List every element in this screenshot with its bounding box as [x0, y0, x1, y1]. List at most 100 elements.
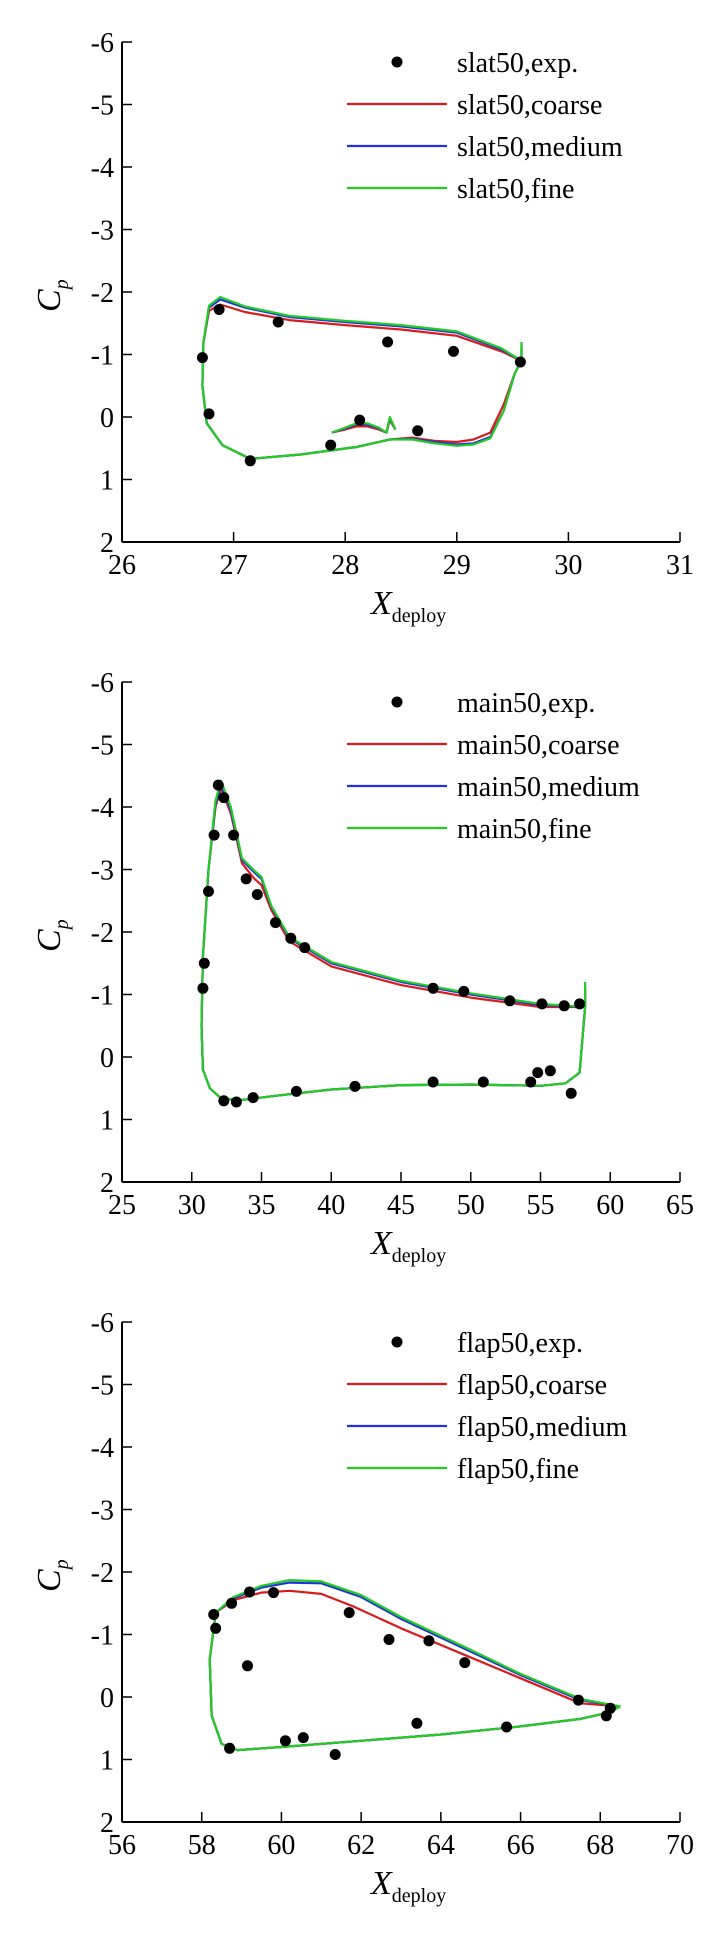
data-point: [574, 998, 586, 1010]
x-tick-label: 66: [507, 1830, 535, 1861]
legend-label: main50,coarse: [457, 730, 620, 761]
data-point: [242, 1660, 253, 1672]
x-tick-label: 68: [586, 1830, 614, 1861]
data-point: [240, 873, 252, 885]
data-point: [536, 998, 548, 1010]
x-tick-label: 30: [178, 1190, 206, 1221]
y-tick-label: -2: [91, 1558, 114, 1589]
series-line-fine: [201, 295, 523, 460]
data-point: [383, 1634, 395, 1645]
y-tick-label: 0: [100, 403, 114, 434]
data-point: [212, 779, 224, 791]
data-point: [382, 336, 394, 348]
x-tick-label: 26: [108, 550, 136, 581]
y-tick-label: -4: [91, 793, 114, 824]
data-point: [565, 1087, 577, 1099]
data-point: [504, 995, 516, 1007]
x-tick-label: 27: [220, 550, 248, 581]
y-tick-label: -1: [91, 1621, 114, 1652]
y-tick-label: -5: [91, 91, 114, 122]
legend-marker-exp: [391, 56, 403, 68]
x-tick-label: 50: [457, 1190, 485, 1221]
y-tick-label: -5: [91, 1371, 114, 1402]
chart-panel-1: -6 -5 -4 -3 -2 -1 0 1 226 27 28 29 30 31 Xdeploy Cp slat…: [31, 28, 694, 627]
legend-label: main50,fine: [457, 814, 592, 845]
data-point: [279, 1735, 291, 1747]
y-tick-label: -1: [91, 341, 114, 372]
data-point: [349, 1080, 361, 1092]
x-tick-label: 56: [108, 1830, 136, 1861]
data-point: [427, 1076, 439, 1088]
data-point: [247, 1092, 259, 1104]
y-tick-label: 1: [100, 1746, 114, 1777]
legend-label: slat50,fine: [457, 174, 574, 205]
data-point: [558, 1000, 570, 1012]
data-point: [226, 1597, 238, 1609]
y-tick-label: 1: [100, 466, 114, 497]
data-point: [290, 1085, 302, 1097]
y-tick-label: -5: [91, 731, 114, 762]
data-point: [251, 889, 263, 900]
data-point: [354, 414, 366, 426]
data-point: [532, 1067, 544, 1079]
y-tick-label: -2: [91, 278, 114, 309]
data-point: [270, 917, 281, 929]
legend-label: slat50,coarse: [457, 90, 602, 121]
legend: slat50,exp. slat50,coarse slat50,medium sla…: [347, 48, 623, 205]
y-tick-label: -6: [91, 1308, 114, 1339]
x-tick-label: 31: [666, 550, 694, 581]
data-point: [210, 1622, 222, 1634]
y-tick-label: -4: [91, 1433, 114, 1464]
legend-label: main50,exp.: [457, 688, 595, 719]
data-point: [244, 455, 256, 467]
legend-label: slat50,medium: [457, 132, 623, 163]
x-axis-title: Xdeploy: [369, 1865, 446, 1907]
x-axis-title: Xdeploy: [369, 585, 446, 627]
data-point: [572, 1694, 584, 1706]
data-point: [228, 829, 240, 841]
x-tick-label: 64: [427, 1830, 455, 1861]
data-point: [244, 1586, 255, 1598]
data-point: [412, 425, 424, 437]
data-point: [325, 439, 337, 451]
x-tick-label: 35: [248, 1190, 276, 1221]
y-tick-label: -3: [91, 856, 114, 887]
data-point: [501, 1721, 513, 1733]
y-tick-label: 0: [100, 1683, 114, 1714]
series-line-fine: [331, 415, 397, 434]
x-tick-label: 30: [554, 550, 582, 581]
y-tick-label: -6: [91, 28, 114, 59]
data-point: [230, 1096, 242, 1108]
x-tick-label: 29: [443, 550, 471, 581]
legend-label: flap50,coarse: [457, 1370, 607, 1401]
data-point: [203, 408, 215, 420]
x-tick-label: 70: [666, 1830, 694, 1861]
legend: flap50,exp. flap50,coarse flap50,medium fla…: [347, 1328, 628, 1485]
data-point: [343, 1607, 355, 1619]
data-point: [411, 1717, 423, 1729]
data-point: [477, 1076, 489, 1088]
y-tick-label: -3: [91, 216, 114, 247]
x-axis-title: Xdeploy: [369, 1225, 446, 1267]
y-tick-label: 2: [100, 528, 114, 559]
y-tick-label: 1: [100, 1106, 114, 1137]
y-tick-label: 2: [100, 1808, 114, 1839]
data-point: [208, 1609, 220, 1620]
legend-label: main50,medium: [457, 772, 640, 803]
y-tick-label: -3: [91, 1496, 114, 1527]
x-tick-label: 60: [267, 1830, 295, 1861]
data-point: [224, 1742, 236, 1754]
data-point: [213, 304, 225, 315]
data-point: [423, 1635, 435, 1647]
data-point: [297, 1732, 309, 1744]
data-point: [197, 982, 209, 994]
data-point: [514, 356, 526, 368]
x-tick-label: 60: [596, 1190, 624, 1221]
data-point: [604, 1702, 616, 1714]
legend-marker-exp: [391, 1336, 403, 1348]
legend-label: flap50,fine: [457, 1454, 579, 1485]
data-point: [427, 982, 439, 994]
data-point: [218, 792, 230, 804]
data-point: [448, 345, 459, 357]
